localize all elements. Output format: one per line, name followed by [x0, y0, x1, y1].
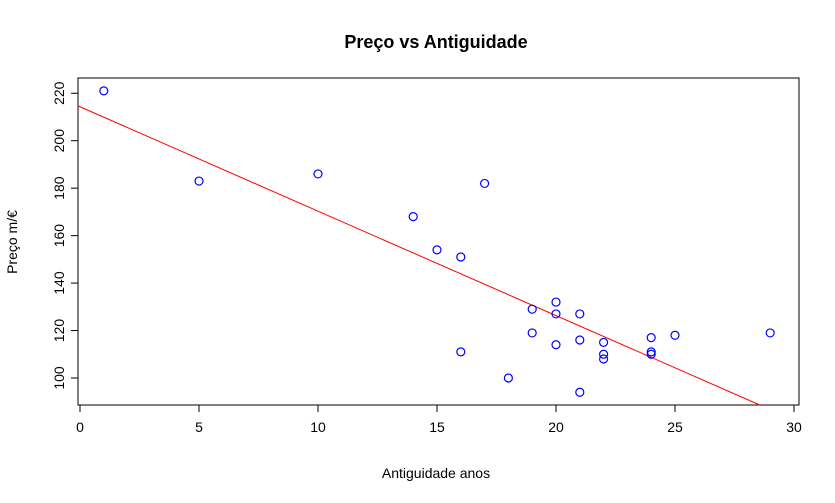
- y-tick-label: 180: [51, 176, 67, 200]
- chart-title: Preço vs Antiguidade: [344, 32, 527, 52]
- data-point: [527, 328, 537, 338]
- y-axis-label: Preço m/€: [4, 210, 20, 274]
- data-point: [575, 335, 585, 345]
- data-point: [598, 349, 609, 359]
- y-axis: 100 120 140 160 180 200 220: [51, 81, 79, 390]
- data-point: [575, 387, 585, 397]
- x-tick-label: 0: [76, 419, 84, 435]
- y-tick-label: 140: [51, 271, 67, 295]
- y-tick-label: 200: [51, 129, 67, 153]
- data-point: [456, 252, 466, 262]
- x-tick-label: 10: [310, 419, 326, 435]
- plot-frame: [77, 77, 800, 406]
- data-point: [194, 176, 204, 186]
- regression-line-group: [77, 105, 761, 406]
- x-tick-label: 20: [548, 419, 564, 435]
- data-point: [646, 347, 656, 357]
- data-points: [99, 86, 775, 397]
- x-tick-label: 25: [667, 419, 683, 435]
- data-point: [480, 178, 490, 189]
- x-tick-label: 15: [429, 419, 445, 435]
- x-tick-label: 30: [786, 419, 802, 435]
- data-point: [432, 245, 442, 255]
- data-point: [765, 328, 775, 338]
- y-tick-label: 120: [51, 319, 67, 343]
- data-point: [646, 333, 656, 343]
- y-tick-label: 100: [51, 366, 67, 390]
- data-point: [575, 309, 585, 319]
- data-point: [551, 309, 561, 319]
- data-point: [99, 86, 109, 96]
- data-point: [408, 212, 418, 222]
- data-point: [646, 349, 656, 359]
- y-tick-label: 160: [51, 224, 67, 248]
- data-point: [551, 340, 561, 350]
- x-axis-label: Antiguidade anos: [382, 465, 490, 481]
- x-axis: 0 5 10 15 20 25 30: [76, 404, 802, 435]
- y-tick-label: 220: [51, 81, 67, 105]
- data-point: [503, 373, 513, 383]
- data-point: [598, 354, 609, 364]
- data-point: [598, 337, 609, 348]
- data-point: [670, 330, 680, 340]
- x-tick-label: 5: [195, 419, 203, 435]
- data-point: [527, 304, 537, 314]
- data-point: [456, 347, 466, 357]
- data-point: [551, 297, 561, 307]
- data-point: [313, 169, 323, 179]
- regression-line: [77, 105, 761, 406]
